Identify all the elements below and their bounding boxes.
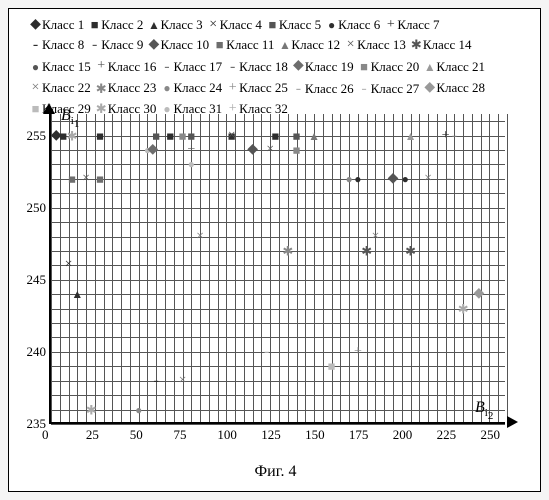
x-tick: 175: [349, 427, 369, 443]
data-point: ×: [196, 230, 204, 244]
data-point: ●: [402, 173, 409, 185]
data-point: ▲: [405, 130, 417, 142]
x-tick: 225: [437, 427, 457, 443]
legend-item-8: -Класс 8: [29, 34, 84, 56]
legend-item-15: ●Класс 15: [29, 57, 91, 76]
data-point: ◆: [247, 143, 258, 157]
data-point: -: [154, 373, 159, 389]
data-point: ■: [68, 172, 76, 185]
legend-item-13: ×Класс 13: [344, 35, 406, 54]
y-tick: 245: [22, 272, 46, 288]
legend-item-9: -Класс 9: [88, 34, 143, 56]
data-point: ■: [293, 129, 301, 142]
legend-item-14: ✱Класс 14: [410, 35, 472, 54]
data-point: ▲: [308, 130, 320, 142]
legend-item-27: -Класс 27: [358, 78, 420, 100]
data-point: ◆: [474, 287, 485, 301]
data-point: ✱: [67, 129, 78, 142]
x-tick: 200: [393, 427, 413, 443]
data-point: ■: [166, 129, 174, 142]
y-tick: 235: [22, 416, 46, 432]
data-point: ▲: [71, 288, 83, 300]
data-point: ×: [424, 172, 432, 186]
data-point: ■: [293, 144, 301, 157]
x-tick: 150: [305, 427, 325, 443]
data-point: ◆: [147, 143, 158, 157]
legend-item-23: ✱Класс 23: [95, 78, 157, 97]
legend-item-16: +Класс 16: [95, 57, 157, 76]
legend-item-5: ■Класс 5: [266, 15, 321, 34]
legend-item-11: ■Класс 11: [213, 35, 274, 54]
x-tick: 75: [174, 427, 187, 443]
x-tick: 100: [217, 427, 237, 443]
data-point: ●: [135, 404, 142, 416]
legend-item-28: ◆Класс 28: [423, 78, 485, 97]
data-point: ◆: [388, 172, 399, 186]
legend-item-2: ■Класс 2: [88, 15, 143, 34]
legend-item-20: ■Класс 20: [358, 57, 420, 76]
x-tick: 25: [86, 427, 99, 443]
y-axis-label: Bi1: [61, 107, 79, 130]
x-axis-label: Bi2: [475, 399, 493, 422]
figure-caption: Фиг. 4: [9, 463, 542, 481]
data-point: ●: [354, 173, 361, 185]
data-point: ✱: [361, 244, 372, 257]
scatter-plot: ◆■✱■×▲×✱■■●●◆■-■×■■●+×■×◆-×■✱■■▲-■●●+✱×◆…: [49, 114, 505, 424]
legend-item-12: ▲Класс 12: [278, 35, 340, 54]
legend-item-4: ×Класс 4: [207, 15, 262, 34]
data-point: ●: [346, 173, 353, 185]
data-point: ■: [187, 129, 195, 142]
legend-item-10: ◆Класс 10: [147, 35, 209, 54]
x-tick: 50: [130, 427, 143, 443]
data-point: +: [187, 143, 195, 157]
y-tick: 240: [22, 344, 46, 360]
data-point: ●: [188, 158, 195, 170]
data-points: ◆■✱■×▲×✱■■●●◆■-■×■■●+×■×◆-×■✱■■▲-■●●+✱×◆…: [51, 114, 505, 422]
data-point: +: [442, 129, 450, 143]
data-point: ×: [82, 172, 90, 186]
legend-item-19: ◆Класс 19: [292, 57, 354, 76]
data-point: -: [311, 185, 316, 201]
data-point: ■: [96, 129, 104, 142]
data-point: -: [452, 128, 457, 144]
data-point: ✱: [86, 403, 97, 416]
data-point: ×: [65, 258, 73, 272]
legend-item-6: ●Класс 6: [325, 15, 380, 34]
legend-item-25: +Класс 25: [226, 78, 288, 97]
data-point: ✱: [405, 244, 416, 257]
data-point: ✱: [458, 302, 469, 315]
data-point: ■: [272, 129, 280, 142]
x-axis-arrow: [507, 416, 518, 428]
data-point: ■: [179, 129, 187, 142]
legend: ◆Класс 1■Класс 2▲Класс 3 ×Класс 4■Класс 5…: [29, 15, 523, 119]
y-axis-arrow: [43, 103, 55, 114]
data-point: ×: [266, 143, 274, 157]
legend-item-17: -Класс 17: [160, 56, 222, 78]
data-point: -: [264, 344, 269, 360]
y-tick: 255: [22, 128, 46, 144]
x-tick: 125: [261, 427, 281, 443]
data-point: ×: [179, 374, 187, 388]
data-point: ×: [372, 230, 380, 244]
data-point: ■: [152, 129, 160, 142]
legend-item-22: ×Класс 22: [29, 78, 91, 97]
legend-item-24: ●Класс 24: [160, 78, 222, 97]
data-point: ■: [96, 172, 104, 185]
data-point: +: [354, 345, 362, 359]
x-tick: 250: [480, 427, 500, 443]
y-tick: 250: [22, 200, 46, 216]
data-point: -: [446, 171, 451, 187]
data-point: ✱: [282, 244, 293, 257]
legend-item-1: ◆Класс 1: [29, 15, 84, 34]
legend-item-21: ▲Класс 21: [423, 57, 485, 76]
legend-item-18: -Класс 18: [226, 56, 288, 78]
data-point: ■: [328, 360, 336, 373]
data-point: ×: [228, 129, 236, 143]
legend-item-26: -Класс 26: [292, 78, 354, 100]
legend-item-7: +Класс 7: [384, 15, 439, 34]
legend-item-3: ▲Класс 3: [147, 15, 202, 34]
